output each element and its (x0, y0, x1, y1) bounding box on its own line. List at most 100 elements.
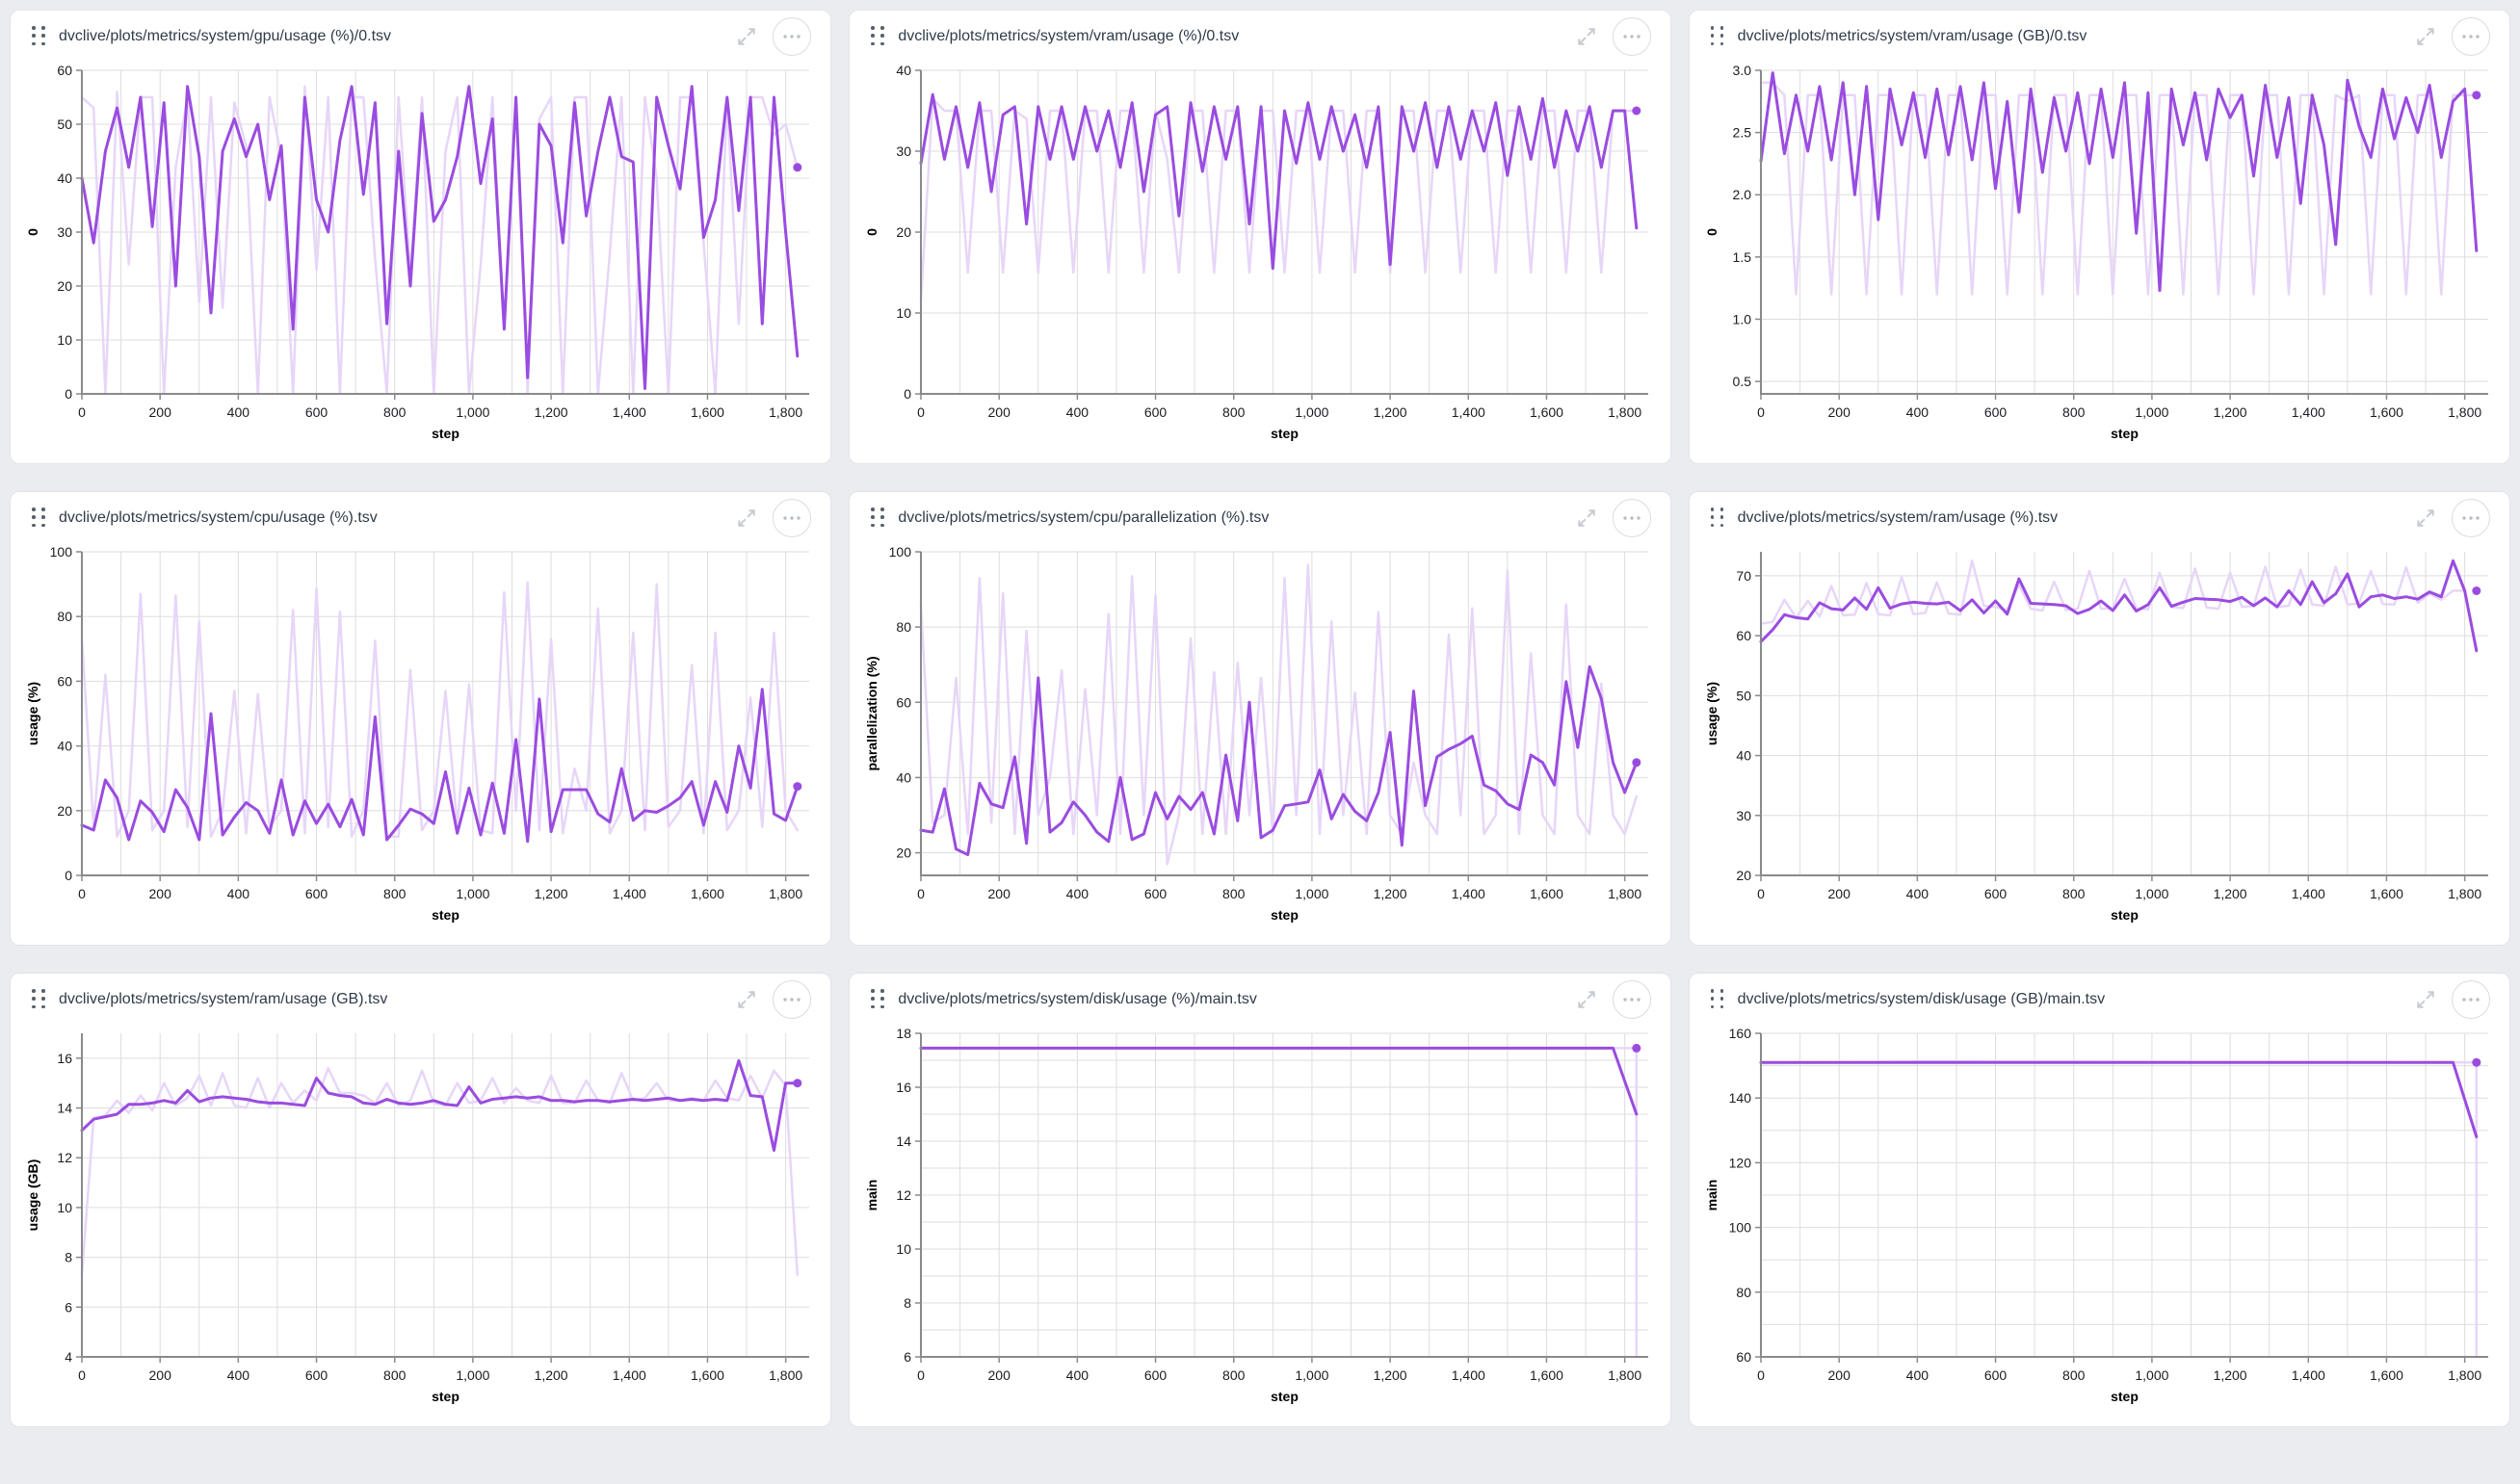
kebab-menu-button[interactable] (773, 980, 812, 1019)
svg-text:usage (%): usage (%) (1704, 682, 1719, 745)
drag-handle-icon[interactable] (871, 989, 886, 1010)
svg-text:200: 200 (1827, 404, 1851, 420)
plot-card-header: dvclive/plots/metrics/system/vram/usage … (1690, 11, 2509, 56)
svg-text:800: 800 (1222, 886, 1246, 901)
svg-text:1,000: 1,000 (456, 886, 489, 901)
svg-text:parallelization (%): parallelization (%) (864, 656, 879, 770)
plot-card-actions (1574, 499, 1651, 537)
expand-icon[interactable] (2413, 24, 2438, 49)
svg-text:20: 20 (1736, 868, 1751, 883)
kebab-menu-button[interactable] (773, 499, 812, 537)
plot-card: dvclive/plots/metrics/system/ram/usage (… (1688, 491, 2510, 946)
svg-text:1,400: 1,400 (613, 886, 646, 901)
expand-icon[interactable] (1574, 24, 1599, 49)
line-chart: 0 200 400 600 800 1,000 1,200 1,400 1,600 1,800st… (864, 544, 1649, 923)
svg-text:30: 30 (57, 224, 72, 240)
svg-text:60: 60 (1736, 628, 1751, 643)
plot-card-header: dvclive/plots/metrics/system/ram/usage (… (1690, 492, 2509, 537)
drag-handle-icon[interactable] (1710, 508, 1726, 529)
kebab-menu-button[interactable] (773, 17, 812, 56)
svg-text:1,800: 1,800 (769, 886, 802, 901)
plot-card: dvclive/plots/metrics/system/gpu/usage (… (10, 10, 832, 464)
expand-icon[interactable] (1574, 987, 1599, 1012)
svg-text:1,000: 1,000 (1296, 404, 1329, 420)
svg-text:200: 200 (988, 404, 1011, 420)
expand-icon[interactable] (2413, 987, 2438, 1012)
svg-text:1,400: 1,400 (2291, 1367, 2324, 1383)
expand-icon[interactable] (1574, 506, 1599, 531)
expand-icon[interactable] (734, 987, 759, 1012)
svg-text:1,600: 1,600 (2370, 1367, 2403, 1383)
plot-card-actions (734, 17, 812, 56)
svg-text:2.0: 2.0 (1732, 187, 1751, 202)
kebab-menu-button[interactable] (1612, 499, 1651, 537)
svg-text:18: 18 (897, 1026, 912, 1041)
svg-text:20: 20 (897, 846, 912, 861)
svg-text:20: 20 (897, 224, 912, 240)
svg-text:40: 40 (57, 739, 72, 754)
svg-text:1,200: 1,200 (1374, 404, 1407, 420)
expand-icon[interactable] (734, 24, 759, 49)
svg-text:16: 16 (897, 1080, 912, 1095)
svg-text:40: 40 (1736, 748, 1751, 764)
svg-text:1,000: 1,000 (2135, 1367, 2168, 1383)
svg-text:1,800: 1,800 (1608, 1367, 1641, 1383)
svg-text:1,400: 1,400 (2291, 404, 2324, 420)
plot-chart: 0 200 400 600 800 1,000 1,200 1,400 1,600 1,800 st… (11, 49, 830, 451)
svg-text:0: 0 (78, 886, 86, 901)
drag-handle-icon[interactable] (32, 989, 47, 1010)
kebab-menu-button[interactable] (2451, 17, 2490, 56)
svg-text:400: 400 (227, 1367, 250, 1383)
svg-text:600: 600 (1144, 1367, 1168, 1383)
svg-text:200: 200 (988, 1367, 1011, 1383)
plot-card: dvclive/plots/metrics/system/cpu/paralle… (849, 491, 1671, 946)
svg-text:1,200: 1,200 (2213, 886, 2246, 901)
expand-icon[interactable] (2413, 506, 2438, 531)
svg-text:6: 6 (65, 1299, 72, 1315)
svg-text:1,800: 1,800 (1608, 886, 1641, 901)
drag-handle-icon[interactable] (1710, 989, 1726, 1010)
svg-text:20: 20 (57, 803, 72, 819)
svg-text:400: 400 (1066, 886, 1089, 901)
kebab-menu-button[interactable] (1612, 17, 1651, 56)
svg-text:30: 30 (897, 143, 912, 159)
line-chart: 0 200 400 600 800 1,000 1,200 1,400 1,600 1,800st… (864, 1026, 1649, 1404)
expand-icon[interactable] (734, 506, 759, 531)
drag-handle-icon[interactable] (871, 508, 886, 529)
svg-text:100: 100 (50, 544, 73, 560)
plot-title: dvclive/plots/metrics/system/ram/usage (… (1737, 509, 2059, 526)
line-chart: 0 200 400 600 800 1,000 1,200 1,400 1,600 1,800st… (25, 1033, 809, 1404)
svg-text:step: step (432, 1389, 459, 1404)
svg-text:100: 100 (1728, 1220, 1751, 1236)
svg-text:600: 600 (305, 404, 328, 420)
svg-text:step: step (1271, 1389, 1299, 1404)
svg-text:12: 12 (897, 1187, 912, 1203)
svg-text:400: 400 (1905, 886, 1929, 901)
kebab-menu-button[interactable] (1612, 980, 1651, 1019)
svg-text:step: step (432, 426, 459, 441)
drag-handle-icon[interactable] (32, 508, 47, 529)
svg-text:1,600: 1,600 (1530, 404, 1563, 420)
svg-text:0: 0 (917, 886, 925, 901)
svg-text:1,400: 1,400 (613, 404, 646, 420)
svg-text:120: 120 (1728, 1155, 1751, 1170)
plot-title: dvclive/plots/metrics/system/ram/usage (… (59, 991, 388, 1007)
plot-chart: 0 200 400 600 800 1,000 1,200 1,400 1,600 1,800 st… (1690, 1012, 2509, 1414)
svg-text:1,800: 1,800 (2448, 886, 2481, 901)
svg-text:20: 20 (57, 278, 72, 294)
line-chart: 0 200 400 600 800 1,000 1,200 1,400 1,600 1,800st… (1704, 1026, 2488, 1404)
svg-text:1,000: 1,000 (1296, 1367, 1329, 1383)
kebab-menu-button[interactable] (2451, 499, 2490, 537)
drag-handle-icon[interactable] (32, 26, 47, 47)
drag-handle-icon[interactable] (871, 26, 886, 47)
svg-text:60: 60 (57, 63, 72, 78)
svg-text:1,000: 1,000 (456, 1367, 489, 1383)
svg-text:60: 60 (897, 694, 912, 710)
svg-text:1,200: 1,200 (1374, 1367, 1407, 1383)
drag-handle-icon[interactable] (1710, 26, 1726, 47)
kebab-menu-button[interactable] (2451, 980, 2490, 1019)
svg-text:1.5: 1.5 (1732, 249, 1751, 265)
svg-text:1,600: 1,600 (691, 404, 724, 420)
line-chart: 0 200 400 600 800 1,000 1,200 1,400 1,600 1,800st… (864, 63, 1649, 441)
svg-text:usage (%): usage (%) (25, 682, 40, 745)
